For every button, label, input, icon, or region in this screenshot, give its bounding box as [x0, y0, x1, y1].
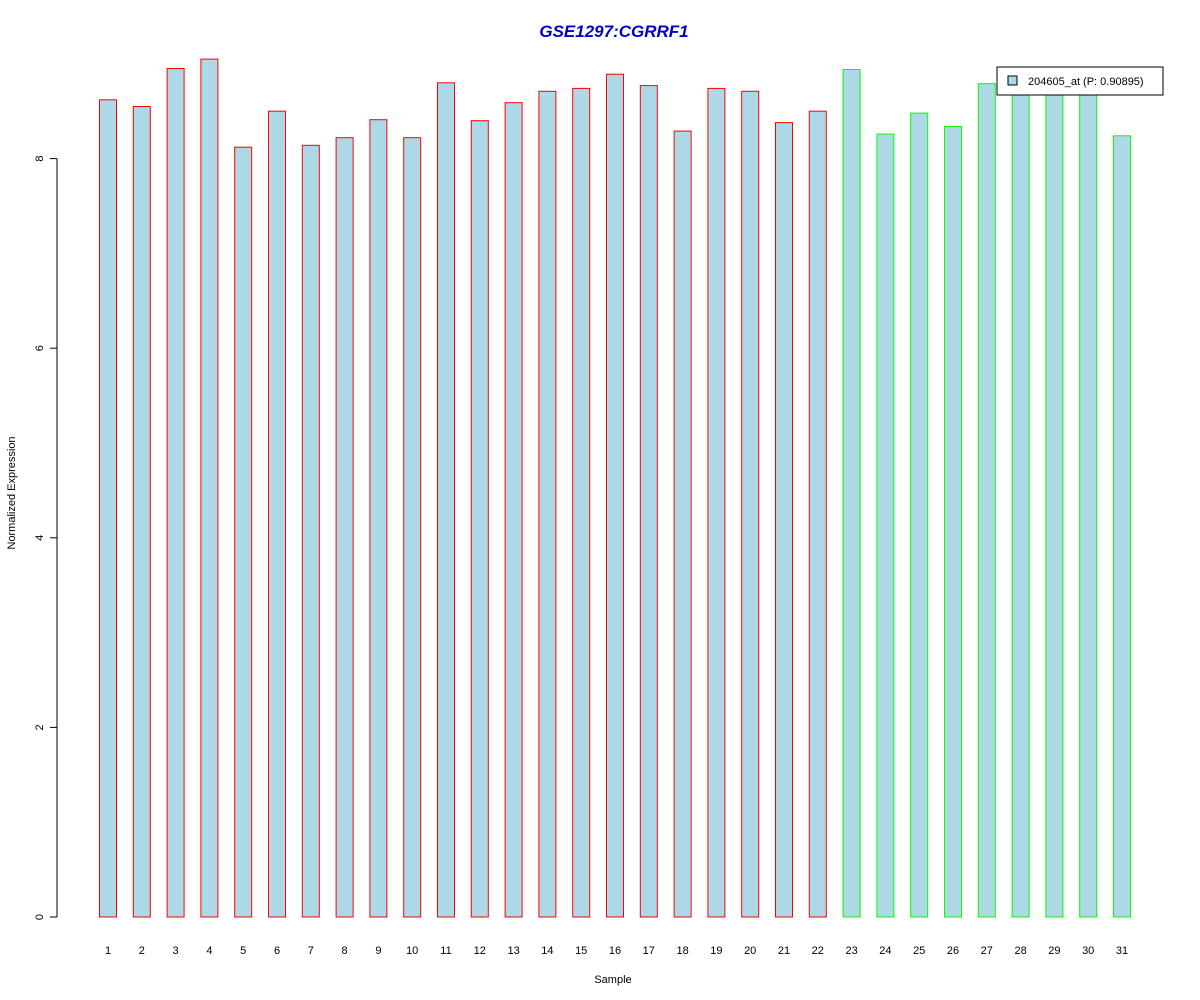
bar-sample-6 [268, 110, 286, 918]
bar-sample-20 [741, 90, 760, 918]
y-tick-label: 8 [34, 156, 46, 162]
bar-sample-8 [335, 137, 354, 918]
bar-sample-16 [606, 73, 624, 918]
bar-sample-25 [910, 112, 929, 918]
bar-sample-29 [1045, 88, 1064, 918]
x-tick-label: 22 [812, 945, 824, 957]
x-tick-label: 26 [947, 945, 959, 957]
bar-sample-3 [166, 68, 185, 918]
bar-sample-13 [504, 102, 523, 918]
x-tick-label: 21 [778, 945, 790, 957]
x-tick-label: 23 [845, 945, 857, 957]
x-axis-label: Sample [594, 974, 631, 986]
bar-sample-1 [99, 99, 117, 918]
x-tick-label: 19 [710, 945, 722, 957]
bar-sample-12 [470, 120, 489, 918]
bar-sample-23 [842, 69, 861, 918]
x-tick-label: 18 [676, 945, 688, 957]
bar-sample-19 [707, 87, 726, 918]
x-tick-label: 14 [541, 945, 553, 957]
x-tick-label: 13 [507, 945, 519, 957]
bar-sample-18 [673, 130, 692, 918]
y-axis-label: Normalized Expression [6, 436, 18, 549]
x-tick-label: 1 [105, 945, 111, 957]
bar-sample-22 [808, 110, 827, 918]
x-tick-label: 11 [440, 945, 451, 957]
x-tick-label: 25 [913, 945, 925, 957]
x-tick-label: 6 [274, 945, 280, 957]
x-tick-label: 9 [375, 945, 381, 957]
x-tick-label: 15 [575, 945, 587, 957]
x-tick-label: 24 [879, 945, 891, 957]
bars-group [99, 58, 1131, 918]
bar-sample-15 [572, 87, 591, 918]
bar-sample-14 [538, 90, 557, 918]
x-tick-label: 20 [744, 945, 756, 957]
bar-sample-31 [1113, 135, 1131, 918]
bar-sample-17 [639, 85, 658, 918]
bar-sample-11 [437, 82, 455, 918]
x-tick-label: 17 [643, 945, 655, 957]
bar-sample-5 [234, 146, 253, 918]
legend-box [996, 66, 1164, 96]
x-tick-label: 16 [609, 945, 621, 957]
bar-sample-10 [403, 137, 422, 918]
x-axis-tick-labels: 1 2 3 4 5 6 7 8 9 10 11 12 13 14 15 16 17 18 19 20 21 22 23 24 2… [105, 945, 1128, 957]
x-tick-label: 31 [1116, 945, 1128, 957]
x-tick-label: 8 [342, 945, 348, 957]
legend-entry-label: 204605_at (P: 0.90895) [1028, 76, 1144, 88]
bar-sample-21 [775, 122, 793, 918]
x-tick-label: 27 [981, 945, 993, 957]
x-tick-label: 3 [173, 945, 179, 957]
x-tick-label: 10 [406, 945, 418, 957]
y-tick-label: 4 [34, 535, 46, 541]
x-tick-label: 5 [240, 945, 246, 957]
legend: 204605_at (P: 0.90895) [996, 66, 1164, 96]
x-tick-label: 2 [139, 945, 145, 957]
bar-sample-28 [1011, 89, 1030, 918]
bar-sample-2 [132, 106, 151, 918]
legend-swatch [1007, 75, 1018, 86]
x-tick-label: 4 [206, 945, 212, 957]
bar-sample-26 [944, 125, 962, 918]
x-tick-label: 28 [1014, 945, 1026, 957]
x-tick-label: 30 [1082, 945, 1094, 957]
x-tick-label: 7 [308, 945, 314, 957]
x-tick-label: 12 [474, 945, 486, 957]
y-tick-label: 0 [34, 914, 46, 920]
y-tick-label: 6 [34, 345, 46, 351]
bar-sample-24 [876, 133, 895, 918]
bar-sample-4 [200, 58, 219, 918]
bar-sample-7 [301, 144, 320, 918]
chart-title: GSE1297:CGRRF1 [539, 22, 688, 41]
bar-sample-9 [369, 119, 388, 918]
bar-sample-30 [1079, 86, 1098, 918]
y-tick-label: 2 [34, 724, 46, 730]
y-axis: 0 2 4 6 8 [34, 156, 58, 920]
x-tick-label: 29 [1048, 945, 1060, 957]
bar-sample-27 [977, 83, 996, 918]
